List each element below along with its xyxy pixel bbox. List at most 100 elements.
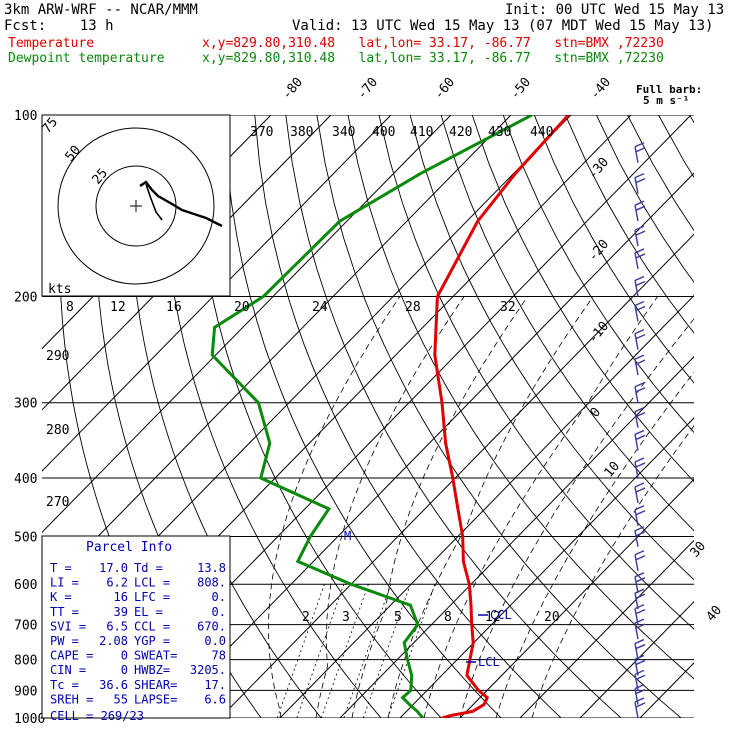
wind-barb-flag <box>635 577 646 583</box>
theta-label: 380 <box>290 125 313 140</box>
theta-label: 340 <box>332 125 355 140</box>
isotherm <box>459 478 694 718</box>
wind-barb-flag <box>634 550 645 556</box>
wind-barb-staff <box>634 688 639 705</box>
wind-barb-staff <box>634 593 639 610</box>
parcel-row-value2: 78 <box>212 649 226 663</box>
moist-adiabat <box>387 296 594 718</box>
parcel-row-key: CIN = <box>50 663 86 677</box>
wind-barb-staff <box>634 623 639 640</box>
wind-barb-flag <box>635 147 646 153</box>
wind-barb-staff <box>634 576 639 593</box>
parcel-row-value2: 6.6 <box>204 692 226 706</box>
isotherm-label-top: -50 <box>508 75 535 103</box>
forecast-hour: Fcst: 13 h <box>4 18 114 34</box>
wind-barb-flag <box>634 275 645 282</box>
wind-barb-flag <box>635 387 646 393</box>
isotherm-label-right: 40 <box>704 603 726 625</box>
wind-barb-staff <box>634 461 639 479</box>
wind-barb-flag <box>635 623 646 629</box>
theta-label: 410 <box>410 125 433 140</box>
moist-adiabat <box>531 425 694 718</box>
wind-barb-staff <box>634 411 639 428</box>
dry-adiabat <box>689 115 694 124</box>
parcel-row-key: LI = <box>50 576 79 590</box>
wind-barb-flag <box>635 230 646 236</box>
temperature-legend: Temperature <box>8 36 95 51</box>
wind-barb-flag <box>635 205 646 211</box>
wind-barb-staff <box>634 280 639 297</box>
wind-barb-flag <box>634 248 645 254</box>
wind-barb-flag <box>634 172 645 179</box>
pressure-label-300: 300 <box>14 397 37 412</box>
theta-label: 430 <box>488 125 511 140</box>
parcel-row-value2: 0. <box>212 590 226 604</box>
isotherm <box>519 539 694 718</box>
isotherm <box>639 662 694 718</box>
theta-label: 420 <box>449 125 472 140</box>
wind-barb-flag <box>634 482 645 488</box>
parcel-row-value: 39 <box>114 605 128 619</box>
wind-barb-flag <box>634 618 645 624</box>
parcel-row-key2: HWBZ= <box>134 663 170 677</box>
wind-barb-flag <box>634 572 645 578</box>
wind-barb-flag <box>634 407 645 413</box>
theta-label-left: 280 <box>46 423 69 438</box>
parcel-cell: CELL = 269/23 <box>50 709 144 723</box>
hodograph-axis-label: 12 <box>110 300 126 315</box>
parcel-row-value: 0 <box>121 649 128 663</box>
wind-barb-flag <box>635 487 646 493</box>
isotherm-label-top: -80 <box>280 75 307 103</box>
barb-legend-title: Full barb: <box>636 83 702 96</box>
wind-barb-flag <box>635 462 646 468</box>
parcel-row-value: 0 <box>121 663 128 677</box>
wind-barb-flag <box>634 457 645 463</box>
lcl-label: LCL <box>478 655 500 669</box>
isotherm-label-top: -60 <box>432 75 459 103</box>
ccl-label: CCL <box>490 608 512 622</box>
hodograph-axis-label: 8 <box>66 300 74 315</box>
model-title: 3km ARW-WRF -- NCAR/MMM <box>4 2 198 18</box>
moist-adiabat <box>268 296 401 718</box>
mixing-ratio-line <box>387 584 436 718</box>
mixing-ratio-line <box>362 584 411 718</box>
pressure-label-600: 600 <box>14 578 37 593</box>
parcel-row-value: 55 <box>114 692 128 706</box>
pressure-label-100: 100 <box>14 109 37 124</box>
dry-adiabat <box>471 115 694 483</box>
theta-label: 400 <box>372 125 395 140</box>
wind-barb-flag <box>634 142 645 148</box>
hodograph-axis-label: 20 <box>234 300 250 315</box>
hodograph-axis-label: 16 <box>166 300 182 315</box>
moist-adiabat <box>459 318 694 718</box>
wind-barb-flag <box>634 603 645 610</box>
wind-barb-flag <box>635 253 646 259</box>
wind-barb-staff <box>634 333 639 350</box>
parcel-row-value: 6.2 <box>106 576 128 590</box>
isotherm <box>42 115 332 411</box>
parcel-row-key2: CCL = <box>134 619 170 633</box>
wind-barb-flag <box>635 434 646 441</box>
wind-barb-flag <box>634 526 645 532</box>
dry-adiabat <box>223 115 502 718</box>
isotherm <box>579 600 694 718</box>
wind-barb-staff <box>634 509 639 526</box>
parcel-row-value2: 808. <box>197 576 226 590</box>
parcel-info-title: Parcel Info <box>86 540 172 555</box>
parcel-row-key2: LFC = <box>134 590 170 604</box>
mixing-ratio-label-8: 8 <box>444 610 452 625</box>
parcel-row-value2: 3205. <box>190 663 226 677</box>
parcel-row-value: 16 <box>114 590 128 604</box>
mixing-ratio-label-2: 2 <box>302 610 310 625</box>
mixing-ratio-line <box>320 584 369 718</box>
hodograph-axis-label: 28 <box>405 300 421 315</box>
wind-barb-flag <box>634 697 645 703</box>
init-time: Init: 00 UTC Wed 15 May 13 <box>505 2 725 18</box>
parcel-row-key2: EL = <box>134 605 163 619</box>
parcel-row-key: SVI = <box>50 619 86 633</box>
mixing-ratio-line <box>296 584 345 718</box>
wind-barb-staff <box>634 530 639 547</box>
parcel-row-key: K = <box>50 590 72 604</box>
wind-barb-flag <box>634 654 645 661</box>
parcel-row-value2: 13.8 <box>197 561 226 575</box>
